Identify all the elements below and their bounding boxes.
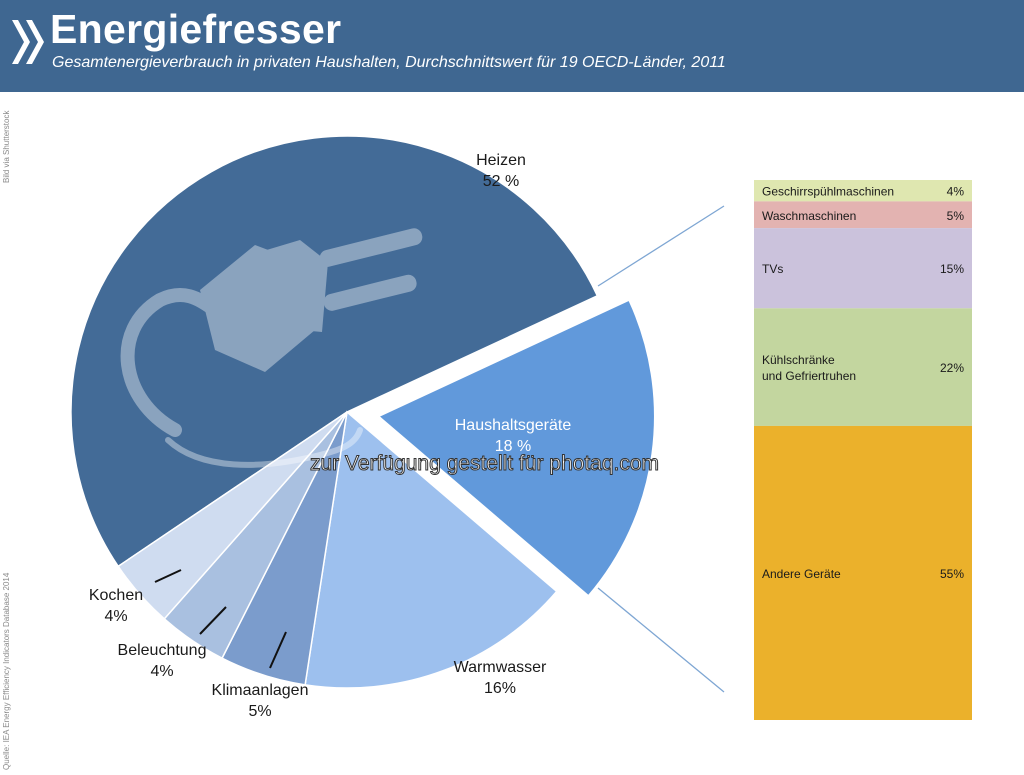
bar-label-andere-geraete: Andere Geräte	[762, 567, 841, 581]
leader-line-klimaanlagen	[269, 631, 287, 669]
pie-label-kochen: Kochen 4%	[89, 587, 143, 625]
pie-label-haushaltsgeraete: Haushaltsgeräte 18 %	[455, 417, 572, 455]
bar-value-geschirrspuehlmaschinen: 4%	[947, 185, 965, 199]
connector-line-bottom	[597, 587, 725, 693]
pie-label-klimaanlagen: Klimaanlagen 5%	[212, 682, 309, 720]
bar-segment-tvs	[754, 228, 972, 309]
page-subtitle: Gesamtenergieverbrauch in privaten Haush…	[52, 54, 726, 71]
pie-slice-haushaltsgeraete	[377, 299, 656, 597]
watermark: zur Verfügung gestellt für photaq.com	[309, 452, 660, 476]
bar-segment-waschmaschinen	[754, 201, 972, 229]
pie-slice-kochen	[117, 411, 348, 620]
leader-line-beleuchtung	[199, 606, 227, 635]
bar-label-waschmaschinen: Waschmaschinen	[762, 209, 856, 223]
bar-label-tvs: TVs	[762, 262, 783, 276]
bar-value-waschmaschinen: 5%	[947, 209, 965, 223]
pie-slice-warmwasser	[304, 410, 558, 689]
pie-slice-heizen	[70, 135, 599, 568]
bar-segment-andere-geraete	[754, 425, 972, 720]
bar-label-geschirrspuehlmaschinen: Geschirrspühlmaschinen	[762, 185, 894, 199]
bar-value-tvs: 15%	[940, 262, 964, 276]
page-title: Energiefresser	[50, 6, 342, 52]
pie-label-beleuchtung: Beleuchtung 4%	[118, 642, 207, 680]
header-banner: Energiefresser Gesamtenergieverbrauch in…	[0, 0, 1024, 92]
pie-label-heizen: Heizen 52 %	[476, 152, 526, 190]
leader-line-kochen	[154, 569, 182, 583]
bar-value-andere-geraete: 55%	[940, 567, 964, 581]
chevron-right-double-icon	[12, 20, 44, 64]
bar-label-kuehlschraenke-und-gefriertruhen: Kühlschränke und Gefriertruhen	[762, 353, 856, 383]
bar-segment-kuehlschraenke-und-gefriertruhen	[754, 308, 972, 426]
bar-value-kuehlschraenke-und-gefriertruhen: 22%	[940, 361, 964, 375]
connector-line-top	[597, 205, 725, 287]
pie-label-warmwasser: Warmwasser 16%	[454, 659, 547, 697]
plug-icon	[120, 228, 423, 468]
bar-segment-geschirrspuehlmaschinen	[754, 180, 972, 202]
